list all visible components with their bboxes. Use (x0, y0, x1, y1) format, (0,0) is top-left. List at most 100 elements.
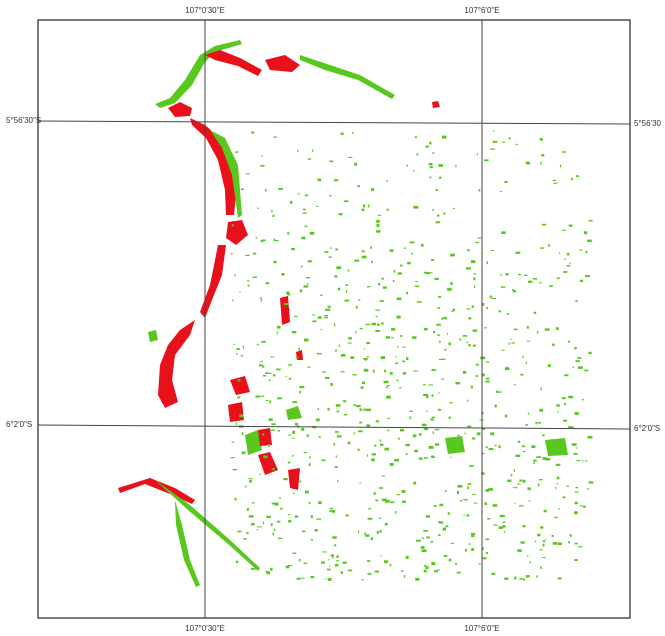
vegetation-speck (286, 566, 290, 569)
vegetation-speck (381, 555, 382, 557)
vegetation-speck (237, 531, 241, 533)
vegetation-speck (505, 367, 510, 370)
vegetation-speck (562, 397, 566, 399)
vegetation-speck (237, 397, 240, 399)
vegetation-speck (558, 577, 562, 579)
vegetation-speck (436, 324, 440, 326)
vegetation-speck (260, 165, 264, 167)
vegetation-speck (309, 456, 310, 459)
vegetation-speck (301, 266, 303, 268)
vegetation-speck (272, 503, 277, 505)
vegetation-speck (335, 564, 339, 566)
mangrove (445, 436, 465, 454)
vegetation-speck (464, 515, 465, 516)
vegetation-speck (467, 426, 471, 428)
vegetation-speck (563, 271, 568, 273)
vegetation-speck (406, 453, 408, 455)
vegetation-speck (346, 284, 348, 286)
loss-patch (228, 402, 244, 422)
vegetation-speck (542, 224, 547, 226)
vegetation-speck (457, 435, 459, 436)
vegetation-speck (410, 242, 415, 244)
vegetation-speck (300, 386, 305, 388)
vegetation-speck (528, 487, 531, 490)
vegetation-speck (438, 409, 442, 411)
vegetation-speck (493, 504, 498, 507)
vegetation-speck (257, 344, 259, 345)
vegetation-speck (398, 438, 400, 440)
vegetation-speck (373, 370, 375, 373)
vegetation-speck (271, 210, 273, 212)
vegetation-speck (257, 529, 259, 530)
vegetation-speck (490, 432, 494, 435)
vegetation-speck (328, 306, 331, 308)
vegetation-speck (584, 231, 587, 234)
vegetation-speck (415, 281, 418, 282)
vegetation-speck (525, 424, 528, 426)
vegetation-speck (321, 460, 325, 462)
vegetation-speck (263, 522, 264, 525)
vegetation-speck (580, 505, 582, 506)
vegetation-speck (415, 578, 419, 581)
vegetation-speck (397, 346, 399, 347)
vegetation-speck (387, 209, 389, 211)
vegetation-speck (233, 167, 236, 170)
vegetation-speck (259, 474, 260, 476)
vegetation-speck (247, 280, 250, 281)
vegetation-speck (341, 133, 344, 135)
vegetation-speck (359, 422, 362, 424)
vegetation-speck (471, 534, 474, 537)
vegetation-speck (536, 456, 541, 458)
vegetation-speck (431, 562, 435, 565)
vegetation-speck (304, 563, 308, 564)
vegetation-speck (494, 445, 496, 446)
vegetation-speck (438, 334, 440, 336)
vegetation-speck (429, 384, 433, 385)
vegetation-speck (291, 248, 295, 250)
vegetation-speck (504, 181, 507, 183)
vegetation-speck (490, 296, 492, 299)
vegetation-speck (356, 306, 358, 309)
vegetation-speck (513, 487, 517, 488)
vegetation-speck (465, 433, 466, 435)
vegetation-speck (354, 260, 359, 262)
vegetation-speck (348, 570, 353, 572)
vegetation-speck (344, 200, 349, 202)
bottom-label: 107°0'30"E (185, 624, 225, 633)
vegetation-speck (367, 454, 368, 456)
vegetation-speck (463, 335, 468, 337)
vegetation-speck (524, 275, 528, 276)
vegetation-speck (414, 450, 418, 452)
vegetation-speck (438, 296, 441, 298)
vegetation-speck (304, 339, 309, 342)
vegetation-speck (371, 537, 373, 540)
vegetation-speck (499, 310, 501, 312)
vegetation-speck (535, 422, 537, 425)
vegetation-speck (494, 525, 498, 526)
vegetation-speck (387, 385, 390, 386)
vegetation-speck (527, 556, 528, 557)
vegetation-speck (433, 331, 435, 333)
vegetation-speck (419, 433, 422, 435)
vegetation-speck (277, 397, 282, 399)
vegetation-speck (513, 290, 516, 292)
vegetation-speck (281, 273, 284, 276)
vegetation-speck (527, 341, 530, 342)
vegetation-speck (434, 570, 438, 572)
vegetation-speck (403, 347, 406, 348)
vegetation-speck (556, 327, 559, 330)
vegetation-speck (236, 561, 238, 563)
vegetation-speck (249, 447, 252, 448)
vegetation-speck (358, 449, 360, 451)
vegetation-speck (374, 492, 376, 495)
vegetation-speck (251, 132, 254, 134)
vegetation-speck (431, 456, 435, 458)
vegetation-speck (441, 379, 444, 380)
vegetation-speck (579, 250, 582, 251)
vegetation-speck (367, 286, 370, 287)
vegetation-speck (514, 329, 518, 331)
vegetation-speck (362, 256, 367, 259)
vegetation-speck (436, 189, 438, 191)
vegetation-speck (439, 504, 443, 507)
vegetation-speck (261, 300, 262, 302)
